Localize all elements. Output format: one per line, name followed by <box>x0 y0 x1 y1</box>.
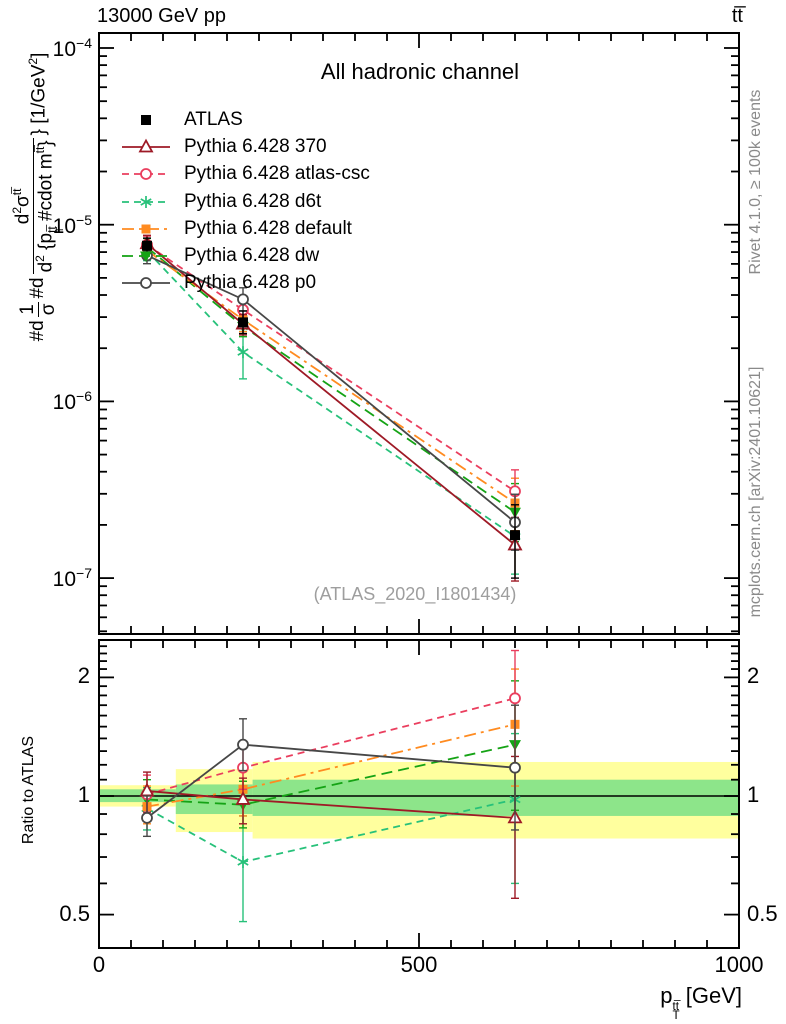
legend-marker-pythia-370 <box>122 138 170 153</box>
error-bar <box>511 504 519 579</box>
legend-label-pythia-default: Pythia 6.428 default <box>184 217 352 239</box>
legend-item-pythia-370: Pythia 6.428 370 <box>120 133 370 160</box>
rivet-version-note: Rivet 4.1.0, ≥ 100k events <box>747 89 764 275</box>
ratio-tick-label-left-2: 2 <box>77 663 90 689</box>
legend-marker-glyph-pythia-dw <box>140 251 152 263</box>
ratio-axis-title: Ratio to ATLAS <box>20 735 37 845</box>
ratio-tick-label-right-0.5: 0.5 <box>747 900 778 926</box>
marker-ATLAS <box>238 317 248 328</box>
y-tick-label-10−6: 10−6 <box>52 388 92 415</box>
y-tick-label-10−5: 10−5 <box>52 211 92 238</box>
y-tick-label-10−7: 10−7 <box>52 565 92 592</box>
legend-label-pythia-p0: Pythia 6.428 p0 <box>184 272 317 294</box>
marker-ATLAS <box>142 240 152 251</box>
plot-title: All hadronic channel <box>320 59 520 84</box>
legend-item-pythia-default: Pythia 6.428 default <box>120 215 370 242</box>
ratio-tick-label-left-1: 1 <box>77 782 90 807</box>
legend-label-pythia-370: Pythia 6.428 370 <box>184 135 327 157</box>
ratio-tick-label-left-0.5: 0.5 <box>59 900 90 926</box>
legend-marker-pythia-dw <box>122 251 170 263</box>
legend-marker-glyph-pythia-atlas-csc <box>140 168 152 181</box>
ylabel-part: #d <box>27 277 48 299</box>
series-pythia-p0-ratio <box>141 704 521 838</box>
mcplots-citation-note: mcplots.cern.ch [arXiv:2401.10621] <box>747 366 764 618</box>
marker-pythia-p0 <box>141 811 153 824</box>
marker-pythia-p0 <box>237 293 249 306</box>
marker-pythia-p0 <box>509 761 521 774</box>
marker-pythia-atlas-csc <box>509 692 521 705</box>
legend-item-pythia-atlas-csc: Pythia 6.428 atlas-csc <box>120 161 370 188</box>
legend-label-ATLAS: ATLAS <box>184 108 243 130</box>
uncertainty-band-green <box>252 779 739 816</box>
legend-marker-pythia-default <box>122 224 170 234</box>
legend-marker-ATLAS <box>141 114 151 125</box>
legend-label-pythia-d6t: Pythia 6.428 d6t <box>184 190 322 212</box>
ratio-tick-label-right-2: 2 <box>747 663 760 689</box>
legend-marker-glyph-pythia-370 <box>138 138 154 153</box>
series-ATLAS-main <box>142 237 520 579</box>
ylabel-fraction-1: 1 σ <box>16 301 59 318</box>
ylabel-fraction-2: d2σtt̅ d2 {p tt̅ T #cdot mtt̅} <box>9 138 67 275</box>
ylabel-part: #d <box>27 320 48 342</box>
legend-marker-pythia-d6t <box>122 195 170 208</box>
legend-label-pythia-atlas-csc: Pythia 6.428 atlas-csc <box>184 163 370 185</box>
legend: ATLAS Pythia 6.428 370 Pythia 6.428 atlas-… <box>120 106 370 297</box>
analysis-watermark: (ATLAS_2020_I1801434) <box>313 584 517 604</box>
legend-marker-glyph-pythia-default <box>141 224 151 234</box>
legend-marker-pythia-atlas-csc <box>122 168 170 181</box>
ratio-tick-label-right-1: 1 <box>747 782 760 807</box>
series-line-pythia-default <box>146 723 516 808</box>
legend-item-ATLAS: ATLAS <box>120 106 370 133</box>
marker-pythia-d6t <box>237 346 249 359</box>
x-axis-title: p tt̅ T [GeV] <box>660 983 742 1023</box>
process-label: tt̅ <box>731 5 743 27</box>
ratio-series-layer <box>139 649 523 923</box>
ylabel-unit: } [1/GeV2] <box>25 52 50 136</box>
main-series-layer <box>139 234 523 582</box>
uncertainty-bands <box>99 761 739 839</box>
legend-marker-glyph-pythia-p0 <box>140 277 152 290</box>
marker-pythia-d6t <box>237 855 249 868</box>
legend-marker-glyph-ATLAS <box>141 114 151 125</box>
series-line-pythia-atlas-csc <box>146 244 516 493</box>
beam-energy-label: 13000 GeV pp <box>97 5 226 27</box>
legend-marker-pythia-p0 <box>122 277 170 290</box>
marker-pythia-p0 <box>237 738 249 751</box>
x-tick-label-0: 0 <box>92 952 106 977</box>
y-tick-label-10−4: 10−4 <box>52 35 92 61</box>
legend-marker-glyph-pythia-d6t <box>140 195 152 208</box>
legend-label-pythia-dw: Pythia 6.428 dw <box>184 245 320 267</box>
legend-item-pythia-dw: Pythia 6.428 dw <box>120 242 370 269</box>
x-tick-label-500: 500 <box>400 952 438 977</box>
marker-pythia-370 <box>235 791 251 805</box>
axis-ticks <box>98 33 740 948</box>
legend-item-pythia-d6t: Pythia 6.428 d6t <box>120 188 370 215</box>
series-line-pythia-dw <box>146 743 516 806</box>
legend-item-pythia-p0: Pythia 6.428 p0 <box>120 270 370 297</box>
marker-ATLAS <box>510 530 520 541</box>
main-y-axis-title: #d 1 σ #d d2σtt̅ d2 {p tt̅ T #cdot mtt̅} }… <box>3 27 73 367</box>
x-tick-label-1000: 1000 <box>714 952 764 977</box>
